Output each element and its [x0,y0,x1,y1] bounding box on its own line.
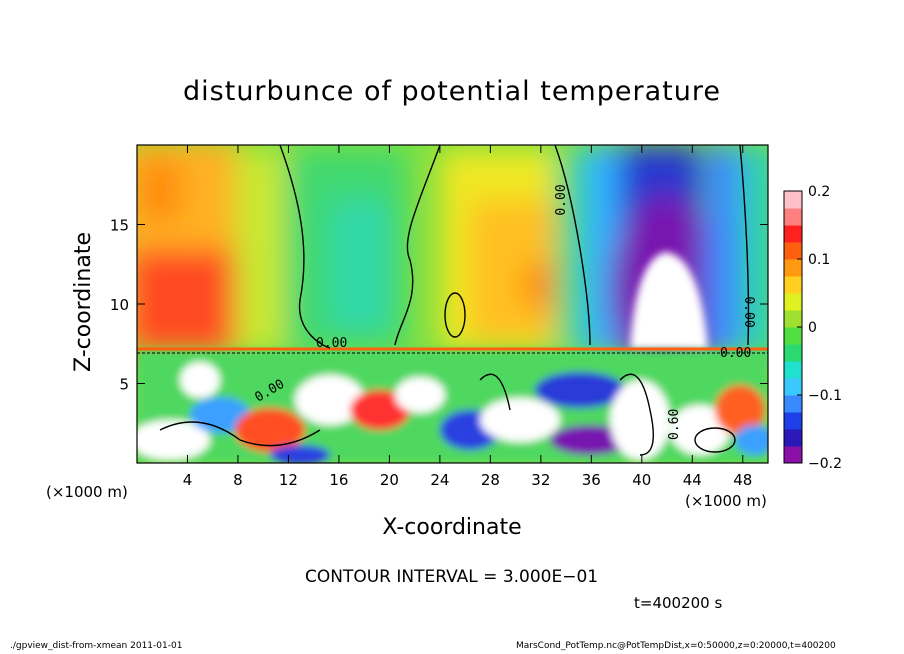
colorbar-swatch [784,259,802,277]
colorbar-tick-label: −0.2 [808,456,842,472]
colorbar-swatch [784,327,802,345]
contour-label: 0.00 [316,336,347,351]
chart-title: disturbunce of potential temperature [183,76,721,107]
x-axis-ticks: 4 8 12 16 20 24 28 32 36 40 44 48 [183,145,752,489]
x-tick-label: 40 [632,471,651,489]
contour-label: 0.00 [554,184,569,215]
colorbar-tick-label: 0.2 [808,184,830,200]
x-tick-label: 28 [481,471,500,489]
x-unit-left: (×1000 m) [46,483,128,501]
colorbar-swatch [784,446,802,464]
colorbar-swatch [784,276,802,294]
y-tick-label: 15 [110,217,129,235]
contour-label: 0.00 [720,346,751,361]
x-tick-label: 36 [582,471,601,489]
colorbar-swatch [784,361,802,379]
colorbar-swatch [784,344,802,362]
x-tick-label: 20 [380,471,399,489]
x-tick-label: 8 [233,471,243,489]
colorbar-swatch [784,429,802,447]
x-tick-label: 4 [183,471,193,489]
footer-right: MarsCond_PotTemp.nc@PotTempDist,x=0:5000… [516,641,836,651]
x-tick-label: 12 [279,471,298,489]
x-unit-right: (×1000 m) [685,492,767,510]
heatmap-field [137,145,768,463]
y-axis-label: Z-coordinate [71,232,96,372]
time-label: t=400200 s [634,594,723,612]
x-tick-label: 24 [430,471,449,489]
y-tick-label: 10 [110,296,129,314]
colorbar-tick-label: 0.1 [808,252,830,268]
y-axis-ticks: 5 10 15 [110,217,768,394]
colorbar-tick-label: −0.1 [808,388,842,404]
colorbar-swatch [784,242,802,260]
footer-left: ./gpview_dist-from-xmean 2011-01-01 [10,641,183,651]
x-tick-label: 32 [531,471,550,489]
x-tick-label: 44 [683,471,702,489]
colorbar-swatch [784,293,802,311]
colorbar-swatch [784,378,802,396]
colorbar-swatch [784,412,802,430]
x-tick-label: 48 [733,471,752,489]
colorbar-ticks: 0.2 0.1 0 −0.1 −0.2 [797,184,842,472]
x-tick-label: 16 [329,471,348,489]
colorbar-swatch [784,225,802,243]
colorbar-swatch [784,208,802,226]
y-tick-label: 5 [119,376,129,394]
colorbar-swatch [784,395,802,413]
contour-interval: CONTOUR INTERVAL = 3.000E−01 [305,567,599,587]
contour-label: 0.00 [741,296,756,327]
colorbar-swatch [784,191,802,209]
colorbar [784,191,802,464]
x-axis-label: X-coordinate [382,515,522,540]
contour-label: 0.60 [667,409,682,440]
colorbar-swatch [784,310,802,328]
colorbar-tick-label: 0 [808,320,817,336]
